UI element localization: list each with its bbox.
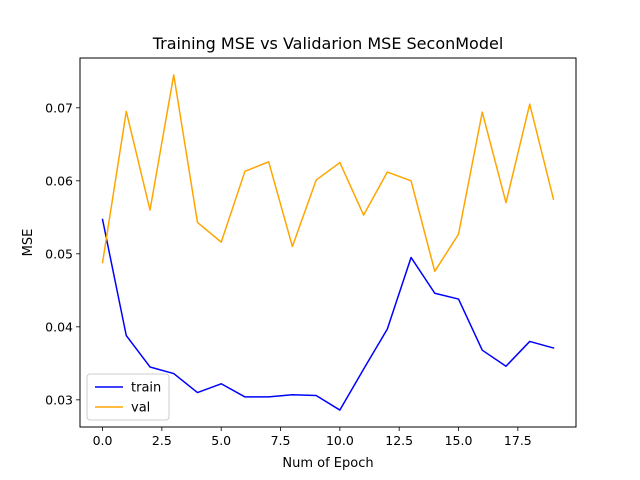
legend-box — [86, 373, 170, 421]
y-axis-ticks: 0.03 0.04 0.05 0.06 0.07 — [45, 100, 80, 407]
y-tick-label: 0.06 — [45, 173, 73, 188]
x-tick-label: 17.5 — [504, 433, 532, 448]
x-tick-label: 7.5 — [271, 433, 291, 448]
x-tick-label: 12.5 — [385, 433, 413, 448]
x-tick-label: 5.0 — [211, 433, 231, 448]
axes-frame — [79, 57, 577, 428]
x-tick-label: 15.0 — [445, 433, 473, 448]
series-line-train — [101, 218, 555, 411]
chart-title: Training MSE vs Validarion MSE SeconMode… — [152, 34, 504, 53]
legend-label-val: val — [131, 401, 150, 416]
y-tick-label: 0.07 — [45, 100, 73, 115]
legend: train val — [86, 373, 170, 421]
x-axis-label: Num of Epoch — [282, 456, 373, 471]
x-tick-label: 0.0 — [93, 433, 113, 448]
y-tick-label: 0.03 — [45, 392, 73, 407]
x-axis-ticks: 0.0 2.5 5.0 7.5 10.0 12.5 15.0 17.5 — [93, 427, 532, 448]
y-tick-label: 0.05 — [45, 246, 73, 261]
y-tick-label: 0.04 — [45, 319, 73, 334]
legend-label-train: train — [131, 381, 161, 396]
x-tick-label: 2.5 — [152, 433, 172, 448]
x-tick-label: 10.0 — [326, 433, 354, 448]
series-line-val — [101, 74, 555, 273]
plot-lines — [101, 74, 555, 411]
y-axis-label: MSE — [21, 229, 36, 257]
